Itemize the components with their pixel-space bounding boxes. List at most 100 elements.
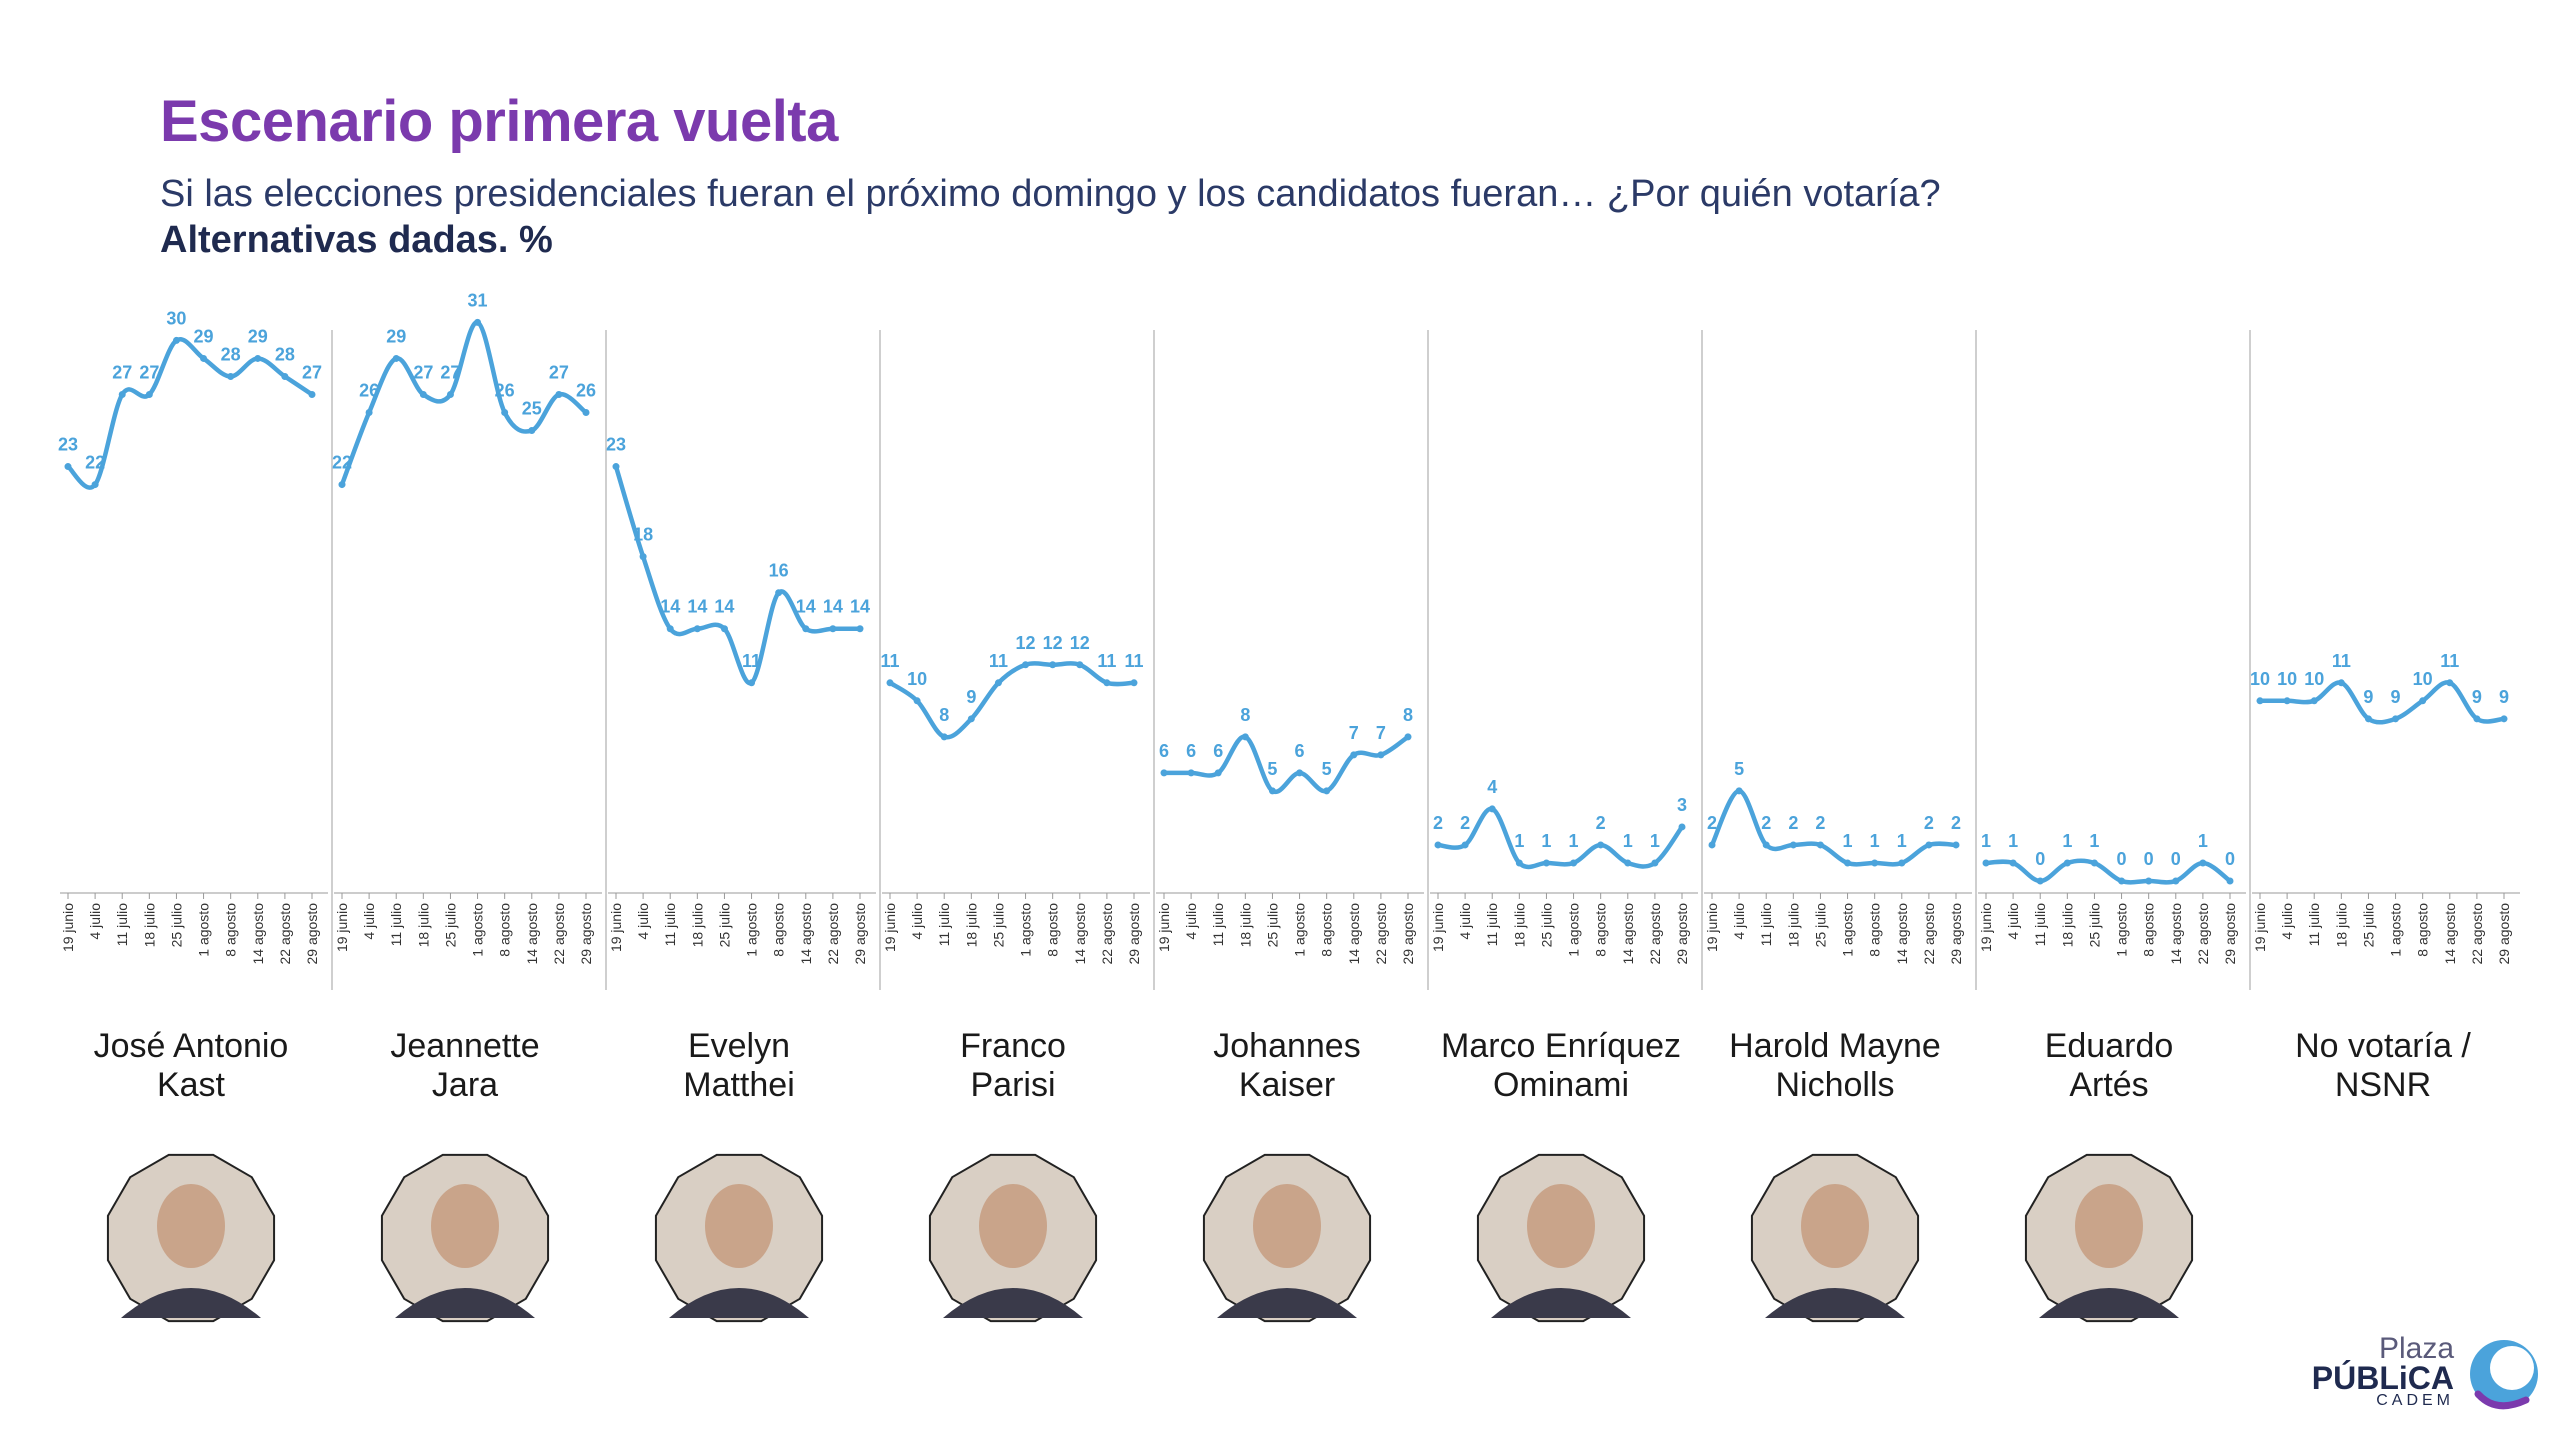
data-point [338, 481, 346, 489]
photo-shoulders [395, 1288, 535, 1318]
series-line [1983, 858, 2233, 885]
x-tick-label: 25 julio [2086, 903, 2102, 948]
data-label: 9 [2363, 687, 2373, 707]
photo-shoulders [121, 1288, 261, 1318]
x-tick-label: 18 julio [1785, 903, 1801, 948]
x-tick-label: 18 julio [141, 903, 157, 948]
data-label: 6 [1213, 741, 1223, 761]
data-label: 28 [221, 344, 241, 364]
data-point [2009, 859, 2017, 867]
data-point [1952, 841, 1960, 849]
data-label: 29 [248, 326, 268, 346]
series-line [1435, 806, 1685, 870]
x-tick-label: 25 julio [442, 903, 458, 948]
x-tick-label: 1 agosto [2114, 903, 2130, 957]
data-point [2118, 877, 2126, 885]
data-label: 1 [2198, 831, 2208, 851]
x-tick-label: 18 julio [1237, 903, 1253, 948]
data-point [1488, 805, 1496, 813]
x-tick-label: 8 agosto [223, 903, 239, 957]
x-tick-label: 11 julio [2306, 903, 2322, 947]
x-tick-label: 4 julio [909, 903, 925, 940]
data-point [1542, 859, 1550, 867]
data-point [1982, 859, 1990, 867]
data-point [501, 409, 509, 417]
data-label: 11 [1097, 651, 1116, 671]
data-label: 14 [850, 597, 870, 617]
data-label: 31 [468, 290, 488, 310]
data-label: 9 [2499, 687, 2509, 707]
data-point [1789, 841, 1797, 849]
data-label: 11 [989, 651, 1008, 671]
candidate-name-line1: Evelyn [688, 1027, 790, 1065]
x-tick-label: 22 agosto [277, 903, 293, 965]
x-tick-label: 4 julio [1457, 903, 1473, 940]
x-tick-label: 8 agosto [2415, 903, 2431, 957]
data-label: 6 [1295, 741, 1305, 761]
data-point [748, 679, 756, 687]
data-label: 2 [1951, 813, 1961, 833]
x-tick-label: 8 agosto [2141, 903, 2157, 957]
data-label: 0 [2035, 849, 2045, 869]
data-label: 1 [1843, 831, 1853, 851]
x-tick-label: 29 agosto [1948, 903, 1964, 965]
data-point [2090, 859, 2098, 867]
x-tick-label: 18 julio [415, 903, 431, 948]
data-label: 2 [1788, 813, 1798, 833]
data-point [913, 697, 921, 705]
candidate-name-line2: Kast [157, 1066, 226, 1104]
data-point [528, 427, 536, 435]
data-point [994, 679, 1002, 687]
data-label: 28 [275, 344, 295, 364]
candidate-name-line1: José Antonio [94, 1027, 289, 1065]
data-label: 3 [1677, 795, 1687, 815]
data-point [1268, 787, 1276, 795]
photo-shoulders [1765, 1288, 1905, 1318]
data-label: 14 [660, 597, 680, 617]
candidate-name-line1: Harold Mayne [1729, 1027, 1941, 1065]
data-label: 14 [714, 597, 734, 617]
data-point [2036, 877, 2044, 885]
x-tick-label: 11 julio [662, 903, 678, 947]
data-point [2172, 877, 2180, 885]
data-label: 27 [413, 362, 433, 382]
data-point [446, 390, 454, 398]
data-point [2283, 697, 2291, 705]
photo-shoulders [1217, 1288, 1357, 1318]
data-label: 23 [58, 435, 78, 455]
data-label: 8 [1240, 705, 1250, 725]
candidate-name-line1: Johannes [1213, 1027, 1360, 1065]
x-tick-label: 22 agosto [825, 903, 841, 965]
x-tick-label: 25 julio [1538, 903, 1554, 948]
x-tick-label: 25 julio [168, 903, 184, 948]
x-tick-label: 22 agosto [1099, 903, 1115, 965]
chart-subtitle: Si las elecciones presidenciales fueran … [160, 173, 1941, 215]
x-tick-label: 18 julio [689, 903, 705, 948]
candidate-name-line2: NSNR [2335, 1066, 2431, 1104]
x-tick-label: 11 julio [2032, 903, 2048, 947]
data-label: 2 [1460, 813, 1470, 833]
data-label: 26 [359, 381, 379, 401]
data-label: 22 [332, 453, 352, 473]
photo-face [1801, 1184, 1869, 1268]
data-point [1570, 859, 1578, 867]
data-label: 29 [386, 326, 406, 346]
data-label: 27 [302, 362, 322, 382]
data-point [775, 589, 783, 597]
x-tick-label: 19 junio [1978, 903, 1994, 952]
data-label: 0 [2225, 849, 2235, 869]
x-tick-label: 14 agosto [2168, 903, 2184, 965]
x-tick-label: 29 agosto [1400, 903, 1416, 965]
data-point [1515, 859, 1523, 867]
x-tick-label: 4 julio [2279, 903, 2295, 940]
data-label: 1 [1541, 831, 1551, 851]
data-label: 27 [440, 362, 460, 382]
x-tick-label: 19 junio [1430, 903, 1446, 952]
data-label: 2 [1707, 813, 1717, 833]
data-point [1461, 841, 1469, 849]
logo-publica-text: PÚBLiCA [2311, 1360, 2454, 1396]
data-point [172, 336, 180, 344]
data-label: 11 [1124, 651, 1143, 671]
x-tick-label: 29 agosto [2222, 903, 2238, 965]
data-point [308, 390, 316, 398]
